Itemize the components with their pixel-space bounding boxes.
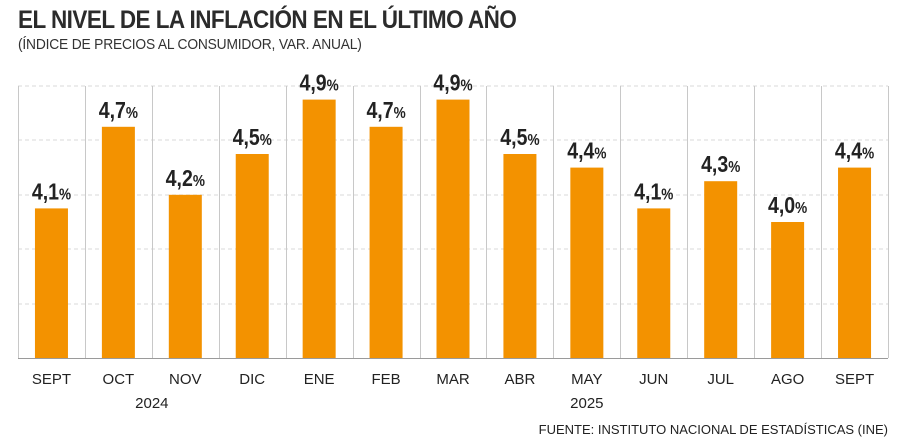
category-label: SEPT (32, 371, 71, 388)
bar-sept-0 (34, 208, 68, 358)
bar-ene-4 (302, 99, 336, 358)
category-label: MAY (571, 371, 602, 388)
category-label: JUN (639, 371, 668, 388)
category-label: OCT (103, 371, 135, 388)
category-label: JUL (707, 371, 734, 388)
value-label: 4,4% (835, 138, 874, 164)
value-label: 4,9% (433, 70, 472, 96)
value-label: 4,1% (634, 179, 673, 205)
value-label: 4,3% (701, 152, 740, 178)
category-label: FEB (371, 371, 400, 388)
bar-jun-9 (637, 208, 671, 358)
bar-mar-6 (436, 99, 470, 358)
category-label: MAR (436, 371, 470, 388)
value-label: 4,7% (366, 97, 405, 123)
value-label: 4,7% (99, 97, 138, 123)
value-label: 4,9% (300, 70, 339, 96)
value-label: 4,5% (500, 125, 539, 151)
chart-subtitle: (ÍNDICE DE PRECIOS AL CONSUMIDOR, VAR. A… (18, 36, 362, 53)
bar-sept-12 (838, 167, 872, 358)
category-label: ABR (505, 371, 536, 388)
value-label: 4,0% (768, 193, 807, 219)
bar-oct-1 (101, 126, 135, 358)
year-label: 2024 (135, 395, 168, 412)
category-label: DIC (239, 371, 265, 388)
bar-may-8 (570, 167, 604, 358)
bar-nov-2 (168, 194, 202, 358)
bar-jul-10 (704, 181, 738, 358)
source-note: FUENTE: INSTITUTO NACIONAL DE ESTADÍSTIC… (538, 422, 888, 437)
bar-dic-3 (235, 154, 269, 358)
bar-ago-11 (771, 222, 805, 358)
category-label: SEPT (835, 371, 874, 388)
value-label: 4,4% (567, 138, 606, 164)
value-label: 4,5% (233, 125, 272, 151)
year-label: 2025 (570, 395, 603, 412)
category-label: NOV (169, 371, 202, 388)
bar-feb-5 (369, 126, 403, 358)
category-label: ENE (304, 371, 335, 388)
value-label: 4,1% (32, 179, 71, 205)
chart-title: EL NIVEL DE LA INFLACIÓN EN EL ÚLTIMO AÑ… (18, 6, 517, 34)
bar-abr-7 (503, 154, 537, 358)
value-label: 4,2% (166, 165, 205, 191)
category-label: AGO (771, 371, 804, 388)
